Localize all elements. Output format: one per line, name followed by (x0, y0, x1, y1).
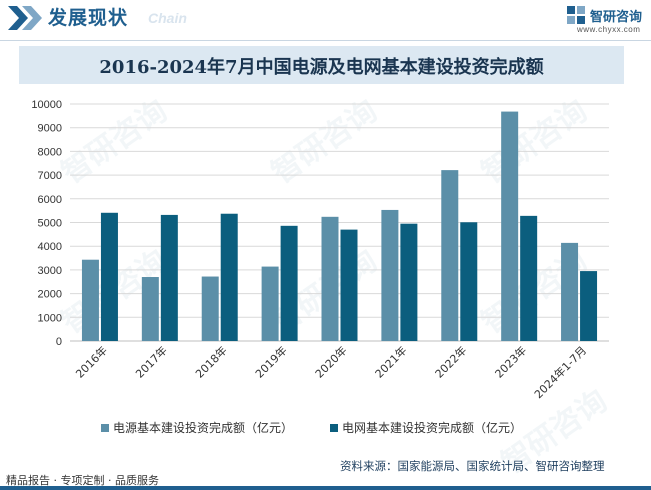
brand-name: 智研咨询 (590, 10, 643, 25)
watermark-text: 智研咨询 (265, 93, 383, 190)
source-note: 资料来源：国家能源局、国家统计局、智研咨询整理 (340, 459, 605, 473)
chart-title-bar: 2016-2024年7月中国电源及电网基本建设投资完成额 (19, 46, 624, 84)
double-chevron-icon (8, 6, 42, 30)
bar-power-grid (220, 213, 238, 341)
legend-label-power-grid: 电网基本建设投资完成额（亿元） (342, 420, 522, 435)
bar-power-source (561, 242, 579, 341)
footer-band (0, 486, 651, 490)
y-tick-label: 2000 (38, 289, 62, 301)
bar-power-grid (580, 271, 598, 341)
y-tick-label: 7000 (38, 170, 62, 182)
y-tick-label: 3000 (38, 265, 62, 277)
bar-power-grid (160, 214, 178, 341)
x-tick-label: 2016年 (73, 343, 110, 380)
brand-url: www.chyxx.com (577, 25, 641, 34)
bar-power-grid (520, 215, 538, 341)
bar-power-grid (100, 212, 118, 341)
bar-power-grid (460, 222, 478, 341)
y-tick-label: 10000 (31, 99, 62, 111)
header-divider (0, 40, 651, 41)
legend-swatch-power-source (101, 424, 109, 432)
bar-power-source (441, 170, 459, 341)
x-tick-label: 2019年 (252, 343, 289, 380)
section-subtitle: Chain (148, 10, 187, 26)
x-tick-label: 2020年 (312, 343, 349, 380)
bar-power-source (261, 266, 279, 341)
section-title: 发展现状 (48, 7, 129, 29)
legend-label-power-source: 电源基本建设投资完成额（亿元） (113, 420, 293, 435)
y-tick-label: 1000 (38, 312, 62, 324)
watermark-text: 智研咨询 (475, 93, 593, 190)
y-tick-label: 0 (56, 336, 62, 348)
bar-power-source (501, 111, 519, 341)
x-tick-label: 2021年 (372, 343, 409, 380)
y-tick-label: 6000 (38, 194, 62, 206)
footer-slogan: 精品报告 · 专项定制 · 品质服务 (6, 474, 159, 487)
x-tick-label: 2017年 (132, 343, 169, 380)
bar-power-source (201, 276, 219, 341)
y-tick-label: 8000 (38, 146, 62, 158)
bar-power-grid (400, 223, 418, 341)
y-tick-label: 4000 (38, 241, 62, 253)
legend-swatch-power-grid (330, 424, 338, 432)
watermark-text: 智研咨询 (55, 93, 173, 190)
bar-power-grid (340, 229, 358, 341)
bar-power-grid (280, 225, 298, 341)
chart-title: 2016-2024年7月中国电源及电网基本建设投资完成额 (99, 57, 544, 78)
y-tick-label: 9000 (38, 123, 62, 135)
bar-power-source (381, 209, 399, 341)
x-tick-label: 2022年 (432, 343, 469, 380)
brand-logo-icon (567, 6, 585, 24)
bar-power-source (321, 216, 339, 341)
header: 发展现状 Chain 智研咨询 www.chyxx.com (0, 0, 651, 36)
bar-power-source (81, 259, 99, 341)
x-tick-label: 2018年 (192, 343, 229, 380)
bar-power-source (141, 277, 159, 341)
y-tick-label: 5000 (38, 218, 62, 230)
x-tick-label: 2023年 (492, 343, 529, 380)
